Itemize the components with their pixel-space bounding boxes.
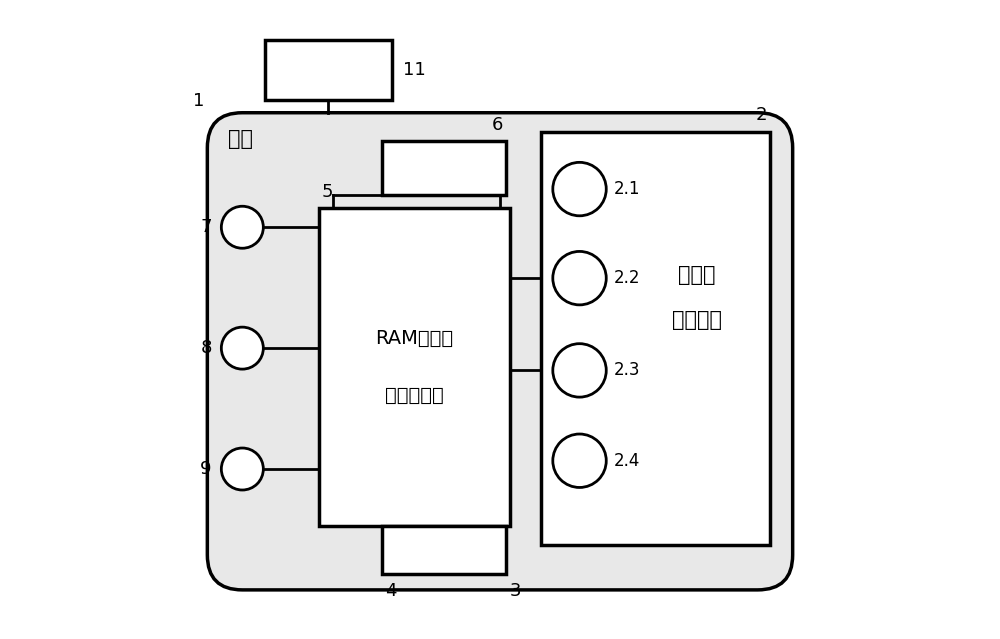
Text: 测量模块: 测量模块 <box>672 309 722 330</box>
Circle shape <box>553 344 606 397</box>
Text: 8: 8 <box>200 339 212 357</box>
Text: 6: 6 <box>492 116 503 134</box>
Text: 2.3: 2.3 <box>614 362 640 380</box>
Circle shape <box>221 448 263 490</box>
Circle shape <box>553 434 606 488</box>
FancyBboxPatch shape <box>319 208 510 527</box>
Text: 嵌入式主板: 嵌入式主板 <box>385 387 443 405</box>
FancyBboxPatch shape <box>382 527 506 574</box>
Text: 3: 3 <box>510 581 521 599</box>
FancyBboxPatch shape <box>541 132 770 545</box>
FancyBboxPatch shape <box>265 40 392 100</box>
Text: RAM架构的: RAM架构的 <box>375 329 453 348</box>
Text: 11: 11 <box>403 61 426 79</box>
Text: 7: 7 <box>200 219 212 236</box>
FancyBboxPatch shape <box>207 112 793 590</box>
Circle shape <box>553 162 606 216</box>
Circle shape <box>221 327 263 369</box>
Text: 5: 5 <box>322 183 333 201</box>
Text: 4: 4 <box>385 581 397 599</box>
Text: 外壳: 外壳 <box>228 128 253 149</box>
Text: 2: 2 <box>756 106 767 124</box>
Text: 触摸显示屏: 触摸显示屏 <box>413 158 476 178</box>
Text: 1: 1 <box>193 91 204 109</box>
Text: 9: 9 <box>200 460 212 478</box>
Text: 供电电池: 供电电池 <box>303 60 353 80</box>
Text: 电动推杆: 电动推杆 <box>419 540 469 560</box>
Text: 2.2: 2.2 <box>614 269 640 287</box>
Text: 2.1: 2.1 <box>614 180 640 198</box>
FancyBboxPatch shape <box>382 141 506 196</box>
Text: 2.4: 2.4 <box>614 452 640 470</box>
Circle shape <box>553 251 606 305</box>
Circle shape <box>221 206 263 248</box>
Text: 长短轴: 长短轴 <box>678 265 716 285</box>
